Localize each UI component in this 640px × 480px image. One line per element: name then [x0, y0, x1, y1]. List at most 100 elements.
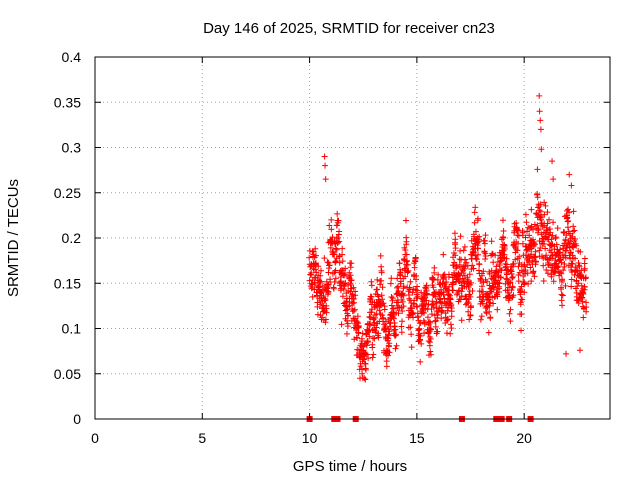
y-tick-label: 0.05 [54, 366, 81, 382]
data-point [564, 218, 571, 225]
data-point [386, 328, 393, 335]
data-point [409, 310, 416, 317]
data-point [556, 249, 563, 256]
data-point [393, 284, 400, 291]
data-point [537, 208, 544, 215]
data-point [568, 283, 575, 290]
data-point [427, 351, 434, 358]
data-point [581, 255, 588, 262]
data-point [380, 300, 387, 307]
data-point [408, 331, 415, 338]
data-point [472, 228, 479, 235]
data-point [354, 334, 361, 341]
data-point [317, 267, 324, 274]
data-point-peak [550, 176, 557, 183]
data-point [380, 314, 387, 321]
data-point [580, 290, 587, 297]
data-point [397, 269, 404, 276]
data-point [327, 276, 334, 283]
data-point-peak [537, 117, 544, 124]
data-point [430, 276, 437, 283]
data-point [447, 296, 454, 303]
data-point [532, 258, 539, 265]
data-point [575, 262, 582, 269]
data-point [482, 232, 489, 239]
data-point [306, 247, 313, 254]
data-point [528, 206, 535, 213]
data-point [474, 217, 481, 224]
data-point [463, 295, 470, 302]
data-point [424, 314, 431, 321]
data-point-peak [576, 347, 583, 354]
data-point [486, 289, 493, 296]
data-point [389, 295, 396, 302]
data-point [403, 251, 410, 258]
data-point [517, 299, 524, 306]
data-point [514, 247, 521, 254]
data-point [317, 278, 324, 285]
y-tick-label: 0.3 [62, 140, 82, 156]
data-point [562, 282, 569, 289]
data-point [370, 335, 377, 342]
data-point [328, 226, 335, 233]
data-point [477, 316, 484, 323]
data-point [332, 275, 339, 282]
data-point [469, 262, 476, 269]
data-point [443, 279, 450, 286]
data-point [550, 278, 557, 285]
data-point [339, 251, 346, 258]
data-point [461, 265, 468, 272]
data-point [542, 202, 549, 209]
data-point [452, 252, 459, 259]
data-point [522, 211, 529, 218]
data-point [447, 321, 454, 328]
data-point [571, 227, 578, 234]
data-point [408, 305, 415, 312]
data-point [341, 283, 348, 290]
data-point [365, 355, 372, 362]
data-point [465, 308, 472, 315]
data-point [556, 269, 563, 276]
data-point [333, 222, 340, 229]
data-point [364, 338, 371, 345]
data-point [429, 298, 436, 305]
data-point [312, 260, 319, 267]
data-point [544, 270, 551, 277]
data-point [529, 226, 536, 233]
data-point [470, 265, 477, 272]
data-point [494, 306, 501, 313]
data-point [564, 224, 571, 231]
data-point [552, 257, 559, 264]
data-point [543, 266, 550, 273]
data-point [371, 319, 378, 326]
data-point [507, 267, 514, 274]
data-point [498, 267, 505, 274]
y-tick-label: 0.2 [62, 230, 82, 246]
data-point [534, 194, 541, 201]
data-point [474, 245, 481, 252]
data-point [413, 272, 420, 279]
data-point [573, 242, 580, 249]
data-point [571, 236, 578, 243]
data-point [395, 310, 402, 317]
data-point [431, 264, 438, 271]
data-point [566, 244, 573, 251]
data-point [432, 323, 439, 330]
data-point [559, 277, 566, 284]
data-point [553, 234, 560, 241]
data-point [561, 240, 568, 247]
data-point [458, 293, 465, 300]
data-point [325, 288, 332, 295]
data-point [344, 306, 351, 313]
data-point [357, 363, 364, 370]
data-point [399, 298, 406, 305]
data-point [510, 260, 517, 267]
data-point [329, 234, 336, 241]
data-point [540, 277, 547, 284]
data-point [554, 225, 561, 232]
data-point [337, 287, 344, 294]
data-point [555, 263, 562, 270]
data-point [354, 313, 361, 320]
data-point [501, 245, 508, 252]
